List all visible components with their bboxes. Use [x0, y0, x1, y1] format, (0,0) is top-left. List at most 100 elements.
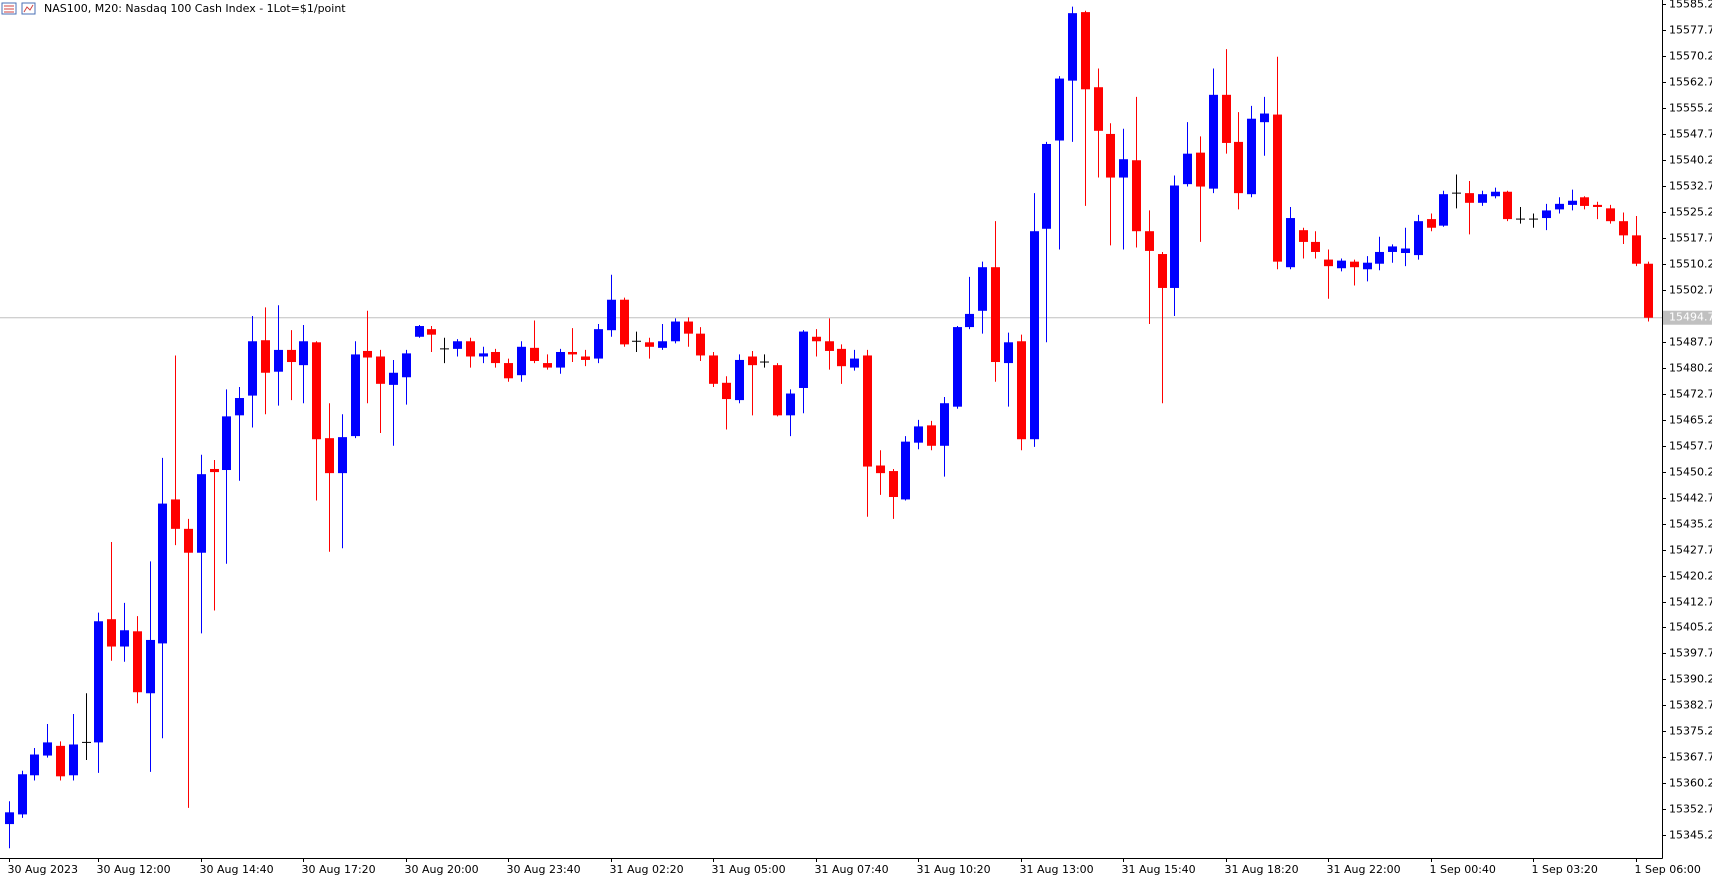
candle-body: [671, 321, 680, 342]
candle-body: [56, 745, 65, 777]
candle-body: [107, 619, 116, 647]
x-tick-label: 30 Aug 2023: [8, 863, 78, 876]
candle-body: [1119, 159, 1128, 178]
candle-body: [1363, 262, 1372, 270]
y-tick-label: 15555.2: [1669, 102, 1712, 115]
candle-body: [1644, 263, 1653, 318]
candle-body: [133, 631, 142, 693]
y-tick-label: 15480.2: [1669, 362, 1712, 375]
candle-body: [1580, 197, 1589, 206]
candle-body: [1401, 248, 1410, 254]
candle-body: [1491, 191, 1500, 197]
candle-body: [773, 365, 782, 416]
y-tick-label: 15525.2: [1669, 206, 1712, 219]
x-tick-label: 31 Aug 22:00: [1327, 863, 1401, 876]
candle-body: [1017, 341, 1026, 440]
candle-body: [363, 350, 372, 358]
candle-body: [735, 359, 744, 401]
candle-body: [210, 468, 219, 473]
candle-body: [1593, 204, 1602, 207]
candle-body: [261, 340, 270, 373]
candle-body: [1337, 260, 1346, 269]
current-price-label: 15494.7: [1669, 311, 1712, 324]
candle-body: [376, 356, 385, 384]
candle-body: [889, 471, 898, 498]
candle-body: [1081, 12, 1090, 90]
candle-body: [1439, 194, 1448, 226]
candle-body: [684, 321, 693, 334]
x-tick-label: 31 Aug 07:40: [815, 863, 889, 876]
candle-body: [1170, 185, 1179, 288]
candle-body: [837, 348, 846, 367]
y-tick-label: 15427.7: [1669, 544, 1712, 557]
y-tick-label: 15540.2: [1669, 154, 1712, 167]
current-price-box: [1663, 310, 1712, 325]
candle-body: [351, 354, 360, 437]
candle-body: [1158, 254, 1167, 288]
candle-body: [799, 331, 808, 388]
chart-title: NAS100, M20: Nasdaq 100 Cash Index - 1Lo…: [44, 2, 346, 15]
x-tick-label: 30 Aug 20:00: [405, 863, 479, 876]
candle-body: [69, 744, 78, 776]
candle-body: [1388, 246, 1397, 252]
candle-body: [1106, 133, 1115, 178]
candle-body: [620, 299, 629, 345]
y-tick-label: 15420.2: [1669, 570, 1712, 583]
candle-body: [1311, 241, 1320, 252]
candle-body: [1209, 94, 1218, 189]
candle-body: [248, 341, 257, 396]
candle-body: [965, 313, 974, 328]
x-tick-label: 31 Aug 15:40: [1122, 863, 1196, 876]
candle-body: [479, 353, 488, 357]
candle-body: [299, 341, 308, 366]
candle-body: [274, 349, 283, 372]
candle-body: [504, 363, 513, 379]
candle-body: [1055, 78, 1064, 141]
candle-body: [18, 774, 27, 815]
candle-body: [1299, 230, 1308, 242]
x-tick-label: 31 Aug 10:20: [917, 863, 991, 876]
candle-body: [1503, 191, 1512, 220]
candle-body: [645, 342, 654, 347]
candle-body: [594, 329, 603, 359]
candle-body: [978, 267, 987, 311]
candle-body: [1375, 251, 1384, 264]
candle-body: [312, 342, 321, 440]
candle-body: [825, 341, 834, 351]
y-tick-label: 15510.2: [1669, 258, 1712, 271]
candle-body: [389, 372, 398, 385]
y-tick-label: 15367.7: [1669, 751, 1712, 764]
candle-body: [1183, 153, 1192, 185]
chart-icons: [1, 2, 36, 15]
candle-body: [722, 382, 731, 400]
x-tick-label: 1 Sep 06:00: [1635, 863, 1701, 876]
candle-body: [1247, 118, 1256, 195]
candle-body: [1568, 200, 1577, 205]
candle-body: [1132, 160, 1141, 232]
candle-body: [1030, 231, 1039, 440]
y-tick-label: 15517.7: [1669, 232, 1712, 245]
y-tick-label: 15405.2: [1669, 621, 1712, 634]
candle-body: [607, 299, 616, 331]
candle-body: [120, 630, 129, 647]
y-tick-label: 15352.7: [1669, 803, 1712, 816]
candle-body: [1414, 221, 1423, 256]
candle-body: [1555, 203, 1564, 210]
candle-body: [1350, 261, 1359, 268]
y-tick-label: 15345.2: [1669, 829, 1712, 842]
candle-body: [1632, 235, 1641, 264]
candle-body: [1068, 13, 1077, 81]
candle-body: [453, 341, 462, 349]
candle-body: [901, 441, 910, 500]
x-tick-label: 31 Aug 05:00: [712, 863, 786, 876]
candle-body: [927, 425, 936, 446]
candle-body: [530, 347, 539, 361]
candle-body: [863, 355, 872, 467]
x-tick-label: 1 Sep 00:40: [1430, 863, 1496, 876]
candle-body: [287, 349, 296, 363]
candles: [5, 6, 1653, 849]
y-tick-label: 15397.7: [1669, 647, 1712, 660]
y-tick-label: 15532.7: [1669, 180, 1712, 193]
candle-body: [415, 326, 424, 337]
